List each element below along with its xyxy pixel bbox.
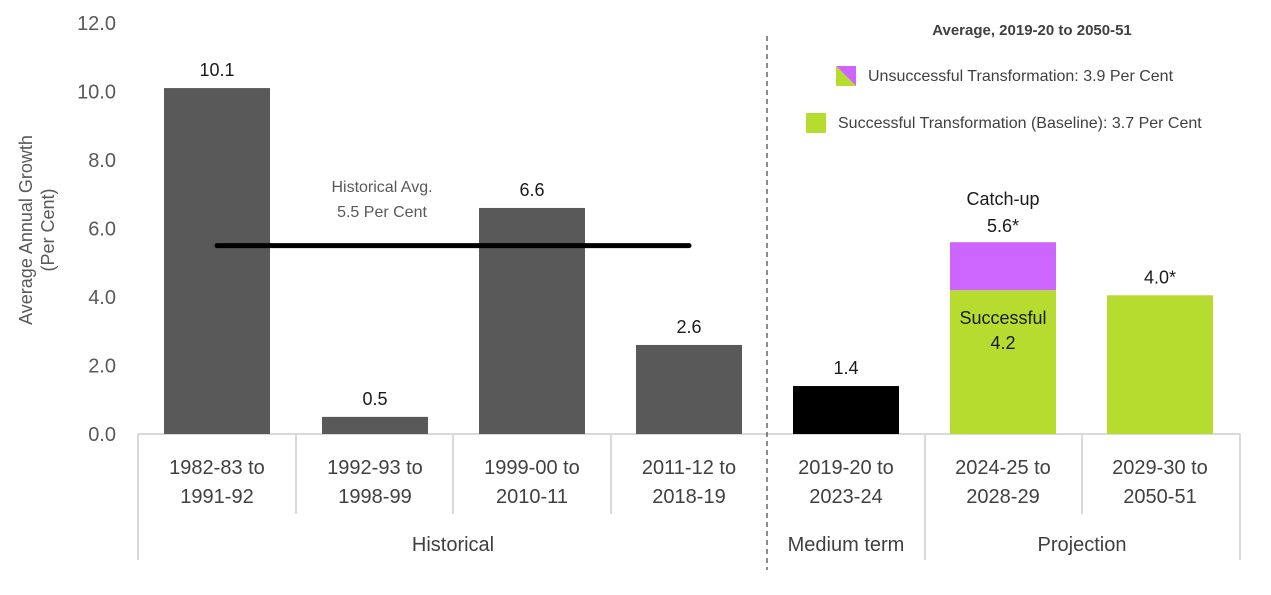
x-tick-label: 1982-83 to [169,457,265,479]
bar [950,290,1056,434]
x-tick-label: 2018-19 [652,486,725,508]
y-axis-ticks: 0.0 2.0 4.0 6.0 8.0 10.0 12.0 [77,13,116,446]
x-tick-label: 2029-30 to [1112,457,1208,479]
bar-data-label: 6.6 [519,180,544,200]
bar-data-label: 4.0* [1144,267,1176,287]
bar [479,207,585,434]
legend-swatch-successful [806,113,826,133]
legend-label-successful: Successful Transformation (Baseline): 3.… [838,115,1202,132]
x-tick-label: 2023-24 [809,486,882,508]
bar-data-label: 1.4 [833,358,858,378]
x-tick-label: 1992-93 to [327,457,423,479]
y-tick-label: 10.0 [77,82,116,104]
bar-catch-up-segment [950,242,1056,291]
y-axis-label-line2: (Per Cent) [38,188,58,271]
group-label: Historical [412,534,494,556]
bars: 10.1 0.5 6.6 2.6 1.4 5.6* Catch-up Successful 4.… [164,60,1213,434]
bar-data-label: 0.5 [362,389,387,409]
y-axis-label-line1: Average Annual Growth [16,135,36,325]
bar [1107,295,1213,434]
y-tick-label: 8.0 [88,150,116,172]
x-tick-label: 2028-29 [966,486,1039,508]
legend-label-unsuccessful: Unsuccessful Transformation: 3.9 Per Cen… [868,68,1174,85]
legend: Average, 2019-20 to 2050-51 Unsuccessful … [806,22,1202,133]
group-label: Medium term [788,534,905,556]
bar [636,344,742,434]
x-tick-label: 1998-99 [338,486,411,508]
x-tick-label: 2010-11 [496,486,568,508]
x-tick-label: 1999-00 to [484,457,580,479]
y-tick-label: 4.0 [88,287,116,309]
bar-data-label: 5.6* [987,216,1019,236]
historical-average: Historical Avg. 5.5 Per Cent [214,179,692,249]
catch-up-annotation: Catch-up [966,189,1039,209]
y-tick-label: 0.0 [88,424,116,446]
y-tick-label: 12.0 [77,13,116,35]
x-tick-label: 1991-92 [180,486,253,508]
y-tick-label: 2.0 [88,356,116,378]
category-labels: 1982-83 to 1991-92 1992-93 to 1998-99 1999-0… [169,457,1208,508]
bar-inner-value: 4.2 [990,333,1015,353]
x-tick-label: 2011-12 to [642,457,736,479]
legend-swatch-unsuccessful-base [836,66,856,86]
group-labels: Historical Medium term Projection [412,534,1127,556]
x-tick-label: 2024-25 to [955,457,1051,479]
y-tick-label: 6.0 [88,219,116,241]
bar [793,386,899,434]
bar-data-label: 10.1 [199,60,234,80]
bar-inner-label: Successful [959,308,1046,328]
x-tick-label: 2019-20 to [798,457,894,479]
legend-title: Average, 2019-20 to 2050-51 [932,22,1132,39]
bar-data-label: 2.6 [676,317,701,337]
historical-average-value: 5.5 Per Cent [337,204,427,221]
bar [322,416,428,434]
historical-average-label: Historical Avg. [331,179,432,196]
group-label: Projection [1038,534,1127,556]
bar [164,88,270,434]
x-tick-label: 2050-51 [1123,486,1196,508]
